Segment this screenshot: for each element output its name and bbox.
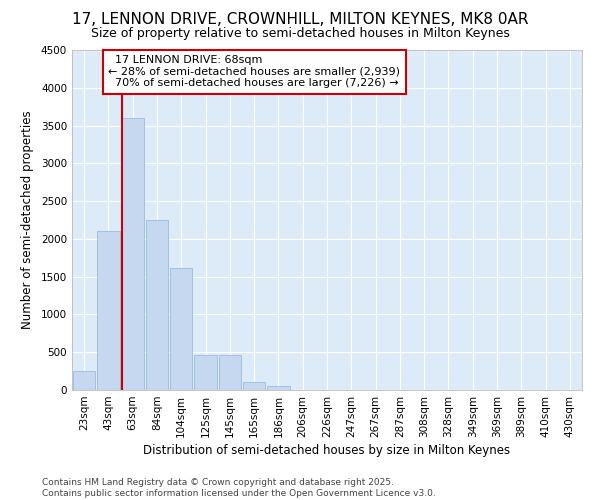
Text: 17, LENNON DRIVE, CROWNHILL, MILTON KEYNES, MK8 0AR: 17, LENNON DRIVE, CROWNHILL, MILTON KEYN… — [72, 12, 528, 28]
Bar — [243, 382, 265, 390]
Bar — [122, 118, 144, 390]
X-axis label: Distribution of semi-detached houses by size in Milton Keynes: Distribution of semi-detached houses by … — [143, 444, 511, 457]
Bar — [97, 232, 119, 390]
Bar — [73, 371, 95, 390]
Text: Size of property relative to semi-detached houses in Milton Keynes: Size of property relative to semi-detach… — [91, 28, 509, 40]
Bar — [170, 268, 193, 390]
Bar — [146, 220, 168, 390]
Y-axis label: Number of semi-detached properties: Number of semi-detached properties — [21, 110, 34, 330]
Text: 17 LENNON DRIVE: 68sqm  
← 28% of semi-detached houses are smaller (2,939)
  70%: 17 LENNON DRIVE: 68sqm ← 28% of semi-det… — [109, 56, 400, 88]
Bar — [194, 355, 217, 390]
Text: Contains HM Land Registry data © Crown copyright and database right 2025.
Contai: Contains HM Land Registry data © Crown c… — [42, 478, 436, 498]
Bar — [267, 386, 290, 390]
Bar — [218, 355, 241, 390]
